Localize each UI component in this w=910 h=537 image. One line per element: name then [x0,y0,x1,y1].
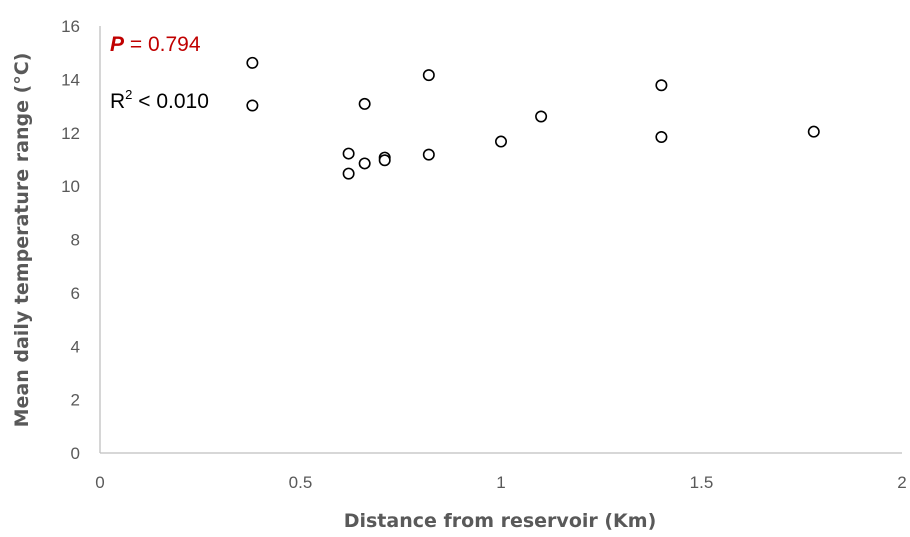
data-point [655,131,668,144]
r-squared-annotation: R2 < 0.010 [110,87,209,113]
r2-base: R [110,90,125,113]
axes [99,26,902,454]
data-point [422,69,435,82]
y-tick-label: 8 [71,231,80,250]
data-point [378,154,391,167]
data-point [246,56,259,69]
data-point [358,97,371,110]
data-point [807,125,820,138]
data-point [358,157,371,170]
data-point [246,99,259,112]
y-tick-label: 2 [71,391,80,410]
y-tick-label: 10 [61,177,80,196]
data-point [342,167,355,180]
y-tick-labels: 0 2 4 6 8 10 12 14 16 [61,17,80,463]
x-tick-label: 0.5 [289,473,313,492]
x-tick-labels: 0 0.5 1 1.5 2 [95,473,906,492]
data-point [494,135,507,148]
x-tick-label: 0 [95,473,104,492]
y-tick-label: 0 [71,444,80,463]
y-tick-label: 4 [71,337,80,356]
y-axis-title: Mean daily temperature range (°C) [11,53,33,428]
p-value-annotation: P = 0.794 [110,33,201,56]
y-tick-label: 16 [61,17,80,36]
r2-value-text: < 0.010 [132,90,208,113]
data-point [422,148,435,161]
x-axis-title: Distance from reservoir (Km) [344,510,657,532]
y-tick-label: 6 [71,284,80,303]
r2-exponent: 2 [125,87,132,102]
x-tick-label: 1 [496,473,505,492]
y-tick-label: 12 [61,124,80,143]
p-value-text: = 0.794 [124,33,201,56]
p-symbol: P [110,33,125,56]
data-point [655,79,668,92]
data-point [342,147,355,160]
x-tick-label: 1.5 [690,473,714,492]
x-tick-label: 2 [897,473,906,492]
data-point [535,110,548,123]
y-tick-label: 14 [61,70,80,89]
data-points [246,56,820,180]
